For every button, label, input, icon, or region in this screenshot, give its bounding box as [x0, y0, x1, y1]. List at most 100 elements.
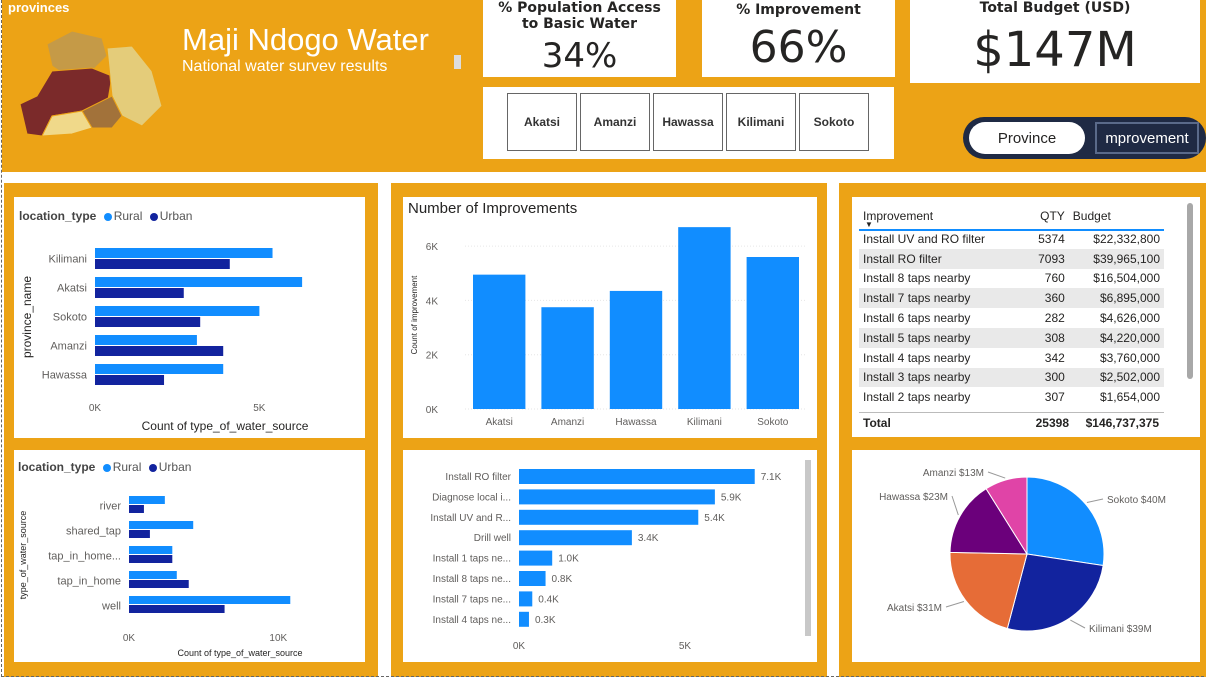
pie-leader-line — [987, 471, 1006, 479]
category-label: shared_tap — [66, 526, 121, 538]
pie-slice[interactable] — [1006, 553, 1104, 632]
improvement-types-svg: Install RO filter 7.1K Diagnose local i...… — [430, 469, 782, 652]
pie-slice[interactable] — [985, 476, 1028, 556]
table-row[interactable]: Install 2 taps nearby 307 $1,654,000 — [859, 387, 1164, 408]
improvement-bar[interactable] — [678, 227, 731, 409]
category-label: Install 1 taps ne... — [433, 554, 511, 565]
title-scroll-handle[interactable] — [454, 55, 461, 69]
table-header-budget[interactable]: Budget — [1072, 209, 1111, 223]
pie-slice[interactable] — [949, 551, 1028, 630]
table-row[interactable]: Install 7 taps nearby 360 $6,895,000 — [859, 288, 1164, 309]
toggle-improvement-button[interactable]: mprovement — [1095, 122, 1199, 154]
improvement-bar[interactable] — [541, 307, 594, 409]
table-row[interactable]: Install UV and RO filter 5374 $22,332,800 — [859, 229, 1164, 249]
table-row[interactable]: Install 6 taps nearby 282 $4,626,000 — [859, 308, 1164, 328]
category-label: Kilimani — [48, 254, 87, 266]
kpi-improvement-title: % Improvement — [736, 2, 861, 18]
improvement-type-bar[interactable] — [519, 509, 699, 525]
source-chart-svg: river shared_tap tap_in_home... tap_in_home… — [18, 496, 303, 658]
budget-pie-svg: Sokoto $40M Kilimani $39M Akatsi $31M Hawas… — [879, 468, 1166, 635]
source-chart-legend: location_type Rural Urban — [18, 460, 191, 474]
table-row[interactable]: Install 3 taps nearby 300 $2,502,000 — [859, 367, 1164, 388]
improvement-types-scrollbar[interactable] — [805, 460, 811, 636]
improvement-bar[interactable] — [609, 290, 663, 409]
data-label: 3.4K — [638, 533, 659, 544]
improvement-bar[interactable] — [746, 257, 799, 409]
category-label: Install 7 taps ne... — [433, 594, 511, 605]
province-slicer-kilimani[interactable]: Kilimani — [726, 93, 796, 151]
toggle-province-label: Province — [997, 129, 1057, 147]
pie-slice[interactable] — [1026, 476, 1105, 567]
y-axis-title: type_of_water_source — [18, 511, 28, 600]
province-slicer-akatsi[interactable]: Akatsi — [507, 93, 577, 151]
bar-rural[interactable] — [95, 335, 197, 345]
improvement-type-bar[interactable] — [519, 611, 529, 627]
improvement-table-card: Improvement ▼ QTY Budget Install UV and … — [852, 197, 1200, 437]
category-label: Akatsi — [486, 417, 513, 428]
toggle-province-button[interactable]: Province — [969, 122, 1085, 154]
x-tick-label: 10K — [269, 633, 287, 644]
table-cell-budget: $3,760,000 — [1099, 350, 1160, 365]
table-header-improvement[interactable]: Improvement ▼ — [859, 203, 1025, 229]
improvement-type-bar[interactable] — [519, 571, 546, 586]
pie-slice[interactable] — [949, 488, 1028, 555]
kpi-access-title: % Population Access to Basic Water — [498, 0, 661, 32]
bar-urban[interactable] — [129, 605, 225, 613]
improvement-type-bar[interactable] — [519, 489, 715, 505]
table-cell-qty: 5374 — [1038, 231, 1065, 246]
bar-urban[interactable] — [95, 317, 201, 327]
province-slicer-sokoto[interactable]: Sokoto — [799, 93, 869, 151]
bar-rural[interactable] — [129, 596, 291, 604]
improvement-type-bar[interactable] — [519, 550, 553, 566]
table-header-qty[interactable]: QTY — [1040, 209, 1065, 223]
bar-urban[interactable] — [129, 530, 150, 538]
improvement-type-bar[interactable] — [519, 469, 755, 484]
province-chart-svg: Kilimani Akatsi Sokoto Amanzi Hawassa 0K 5K pro… — [20, 248, 309, 433]
bar-urban[interactable] — [129, 505, 144, 513]
province-chart-legend: location_type Rural Urban — [19, 209, 192, 223]
table-row[interactable]: Install 5 taps nearby 308 $4,220,000 — [859, 327, 1164, 348]
improvement-type-bar[interactable] — [519, 591, 533, 607]
bar-urban[interactable] — [129, 555, 173, 563]
table-row[interactable]: Install 8 taps nearby 760 $16,504,000 — [859, 268, 1164, 289]
bar-rural[interactable] — [95, 364, 224, 374]
urban-legend-dot — [149, 212, 158, 221]
improvements-chart-title: Number of Improvements — [408, 200, 578, 217]
category-label: Diagnose local i... — [432, 492, 511, 503]
province-slicer-amanzi[interactable]: Amanzi — [580, 93, 650, 151]
toggle-improvement-label: mprovement — [1105, 129, 1189, 147]
bar-rural[interactable] — [95, 248, 273, 258]
improvement-type-bar[interactable] — [519, 530, 632, 546]
province-legend-urban: Urban — [159, 209, 193, 223]
data-label: 7.1K — [761, 472, 782, 483]
table-total-divider — [859, 412, 1164, 413]
province-map — [19, 30, 163, 137]
bar-urban[interactable] — [129, 580, 189, 588]
table-cell-budget: $4,626,000 — [1099, 311, 1160, 326]
province-slicer-hawassa[interactable]: Hawassa — [653, 93, 723, 151]
table-cell-qty: 342 — [1044, 350, 1065, 365]
table-scrollbar[interactable] — [1187, 203, 1193, 379]
kpi-access-card: % Population Access to Basic Water 34% — [483, 0, 676, 77]
table-cell-budget: $22,332,800 — [1093, 231, 1160, 246]
table-header-underline — [859, 229, 1164, 231]
kpi-budget-card: Total Budget (USD) $147M — [910, 0, 1200, 83]
bar-urban[interactable] — [95, 375, 165, 385]
table-row[interactable]: Install 4 taps nearby 342 $3,760,000 — [859, 347, 1164, 368]
y-tick-label: 4K — [426, 296, 439, 307]
improvement-bar[interactable] — [473, 274, 526, 409]
bar-rural[interactable] — [129, 496, 165, 504]
table-row[interactable]: Install RO filter 7093 $39,965,100 — [859, 248, 1164, 269]
pie-leader-line — [1086, 498, 1104, 503]
bar-urban[interactable] — [95, 259, 230, 269]
bar-rural[interactable] — [95, 277, 303, 287]
bar-urban[interactable] — [95, 288, 184, 298]
bar-rural[interactable] — [129, 571, 177, 579]
bar-urban[interactable] — [95, 346, 224, 356]
table-cell-budget: $39,965,100 — [1093, 251, 1160, 266]
bar-rural[interactable] — [129, 521, 194, 529]
table-cell-improvement: Install 8 taps nearby — [863, 271, 971, 286]
category-label: Hawassa — [42, 370, 88, 382]
bar-rural[interactable] — [129, 546, 173, 554]
bar-rural[interactable] — [95, 306, 260, 316]
